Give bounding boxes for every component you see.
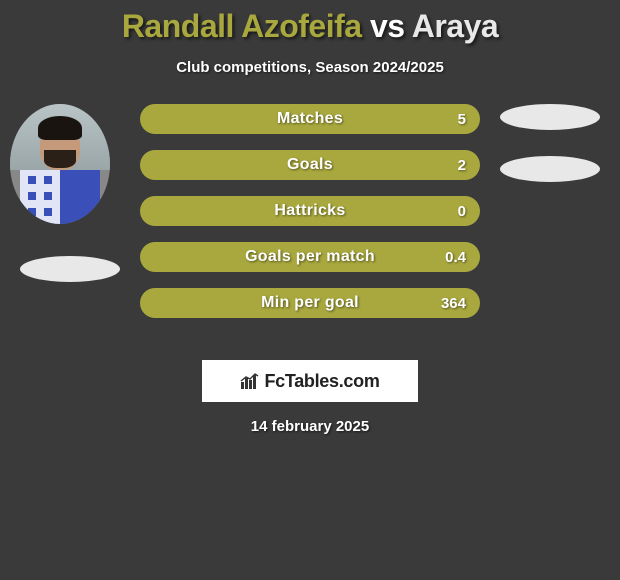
stat-bar-label: Min per goal bbox=[261, 294, 359, 312]
logo-text: FcTables.com bbox=[264, 371, 379, 392]
stat-bar: Hattricks 0 bbox=[140, 196, 480, 226]
page-title: Randall Azofeifa vs Araya bbox=[0, 0, 620, 45]
player2-stat-oval bbox=[500, 156, 600, 182]
stat-bar: Matches 5 bbox=[140, 104, 480, 134]
player2-name: Araya bbox=[412, 8, 498, 44]
stat-bar: Min per goal 364 bbox=[140, 288, 480, 318]
subtitle: Club competitions, Season 2024/2025 bbox=[0, 59, 620, 76]
stat-bar-label: Goals bbox=[287, 156, 333, 174]
stat-bar-value: 0.4 bbox=[445, 249, 466, 266]
date-text: 14 february 2025 bbox=[0, 418, 620, 435]
stat-bar-label: Matches bbox=[277, 110, 343, 128]
vs-text: vs bbox=[370, 8, 405, 44]
infographic-container: Randall Azofeifa vs Araya Club competiti… bbox=[0, 0, 620, 580]
player2-stat-oval bbox=[500, 104, 600, 130]
stat-bar-label: Goals per match bbox=[245, 248, 375, 266]
stat-bar: Goals 2 bbox=[140, 150, 480, 180]
stat-bar-value: 5 bbox=[458, 111, 466, 128]
avatar-jersey-pattern bbox=[20, 170, 60, 224]
player1-avatar bbox=[10, 104, 110, 224]
stat-bar-value: 364 bbox=[441, 295, 466, 312]
stat-bar-value: 0 bbox=[458, 203, 466, 220]
stat-bar-label: Hattricks bbox=[274, 202, 345, 220]
content-area: Matches 5 Goals 2 Hattricks 0 Goals per match 0… bbox=[0, 104, 620, 344]
bar-chart-icon bbox=[240, 372, 260, 390]
stat-bars: Matches 5 Goals 2 Hattricks 0 Goals per match 0… bbox=[140, 104, 480, 334]
avatar-hair bbox=[38, 116, 82, 140]
avatar-beard bbox=[44, 150, 76, 168]
stat-bar: Goals per match 0.4 bbox=[140, 242, 480, 272]
player1-base-oval bbox=[20, 256, 120, 282]
stat-bar-value: 2 bbox=[458, 157, 466, 174]
player1-name: Randall Azofeifa bbox=[122, 8, 362, 44]
logo-box[interactable]: FcTables.com bbox=[202, 360, 418, 402]
